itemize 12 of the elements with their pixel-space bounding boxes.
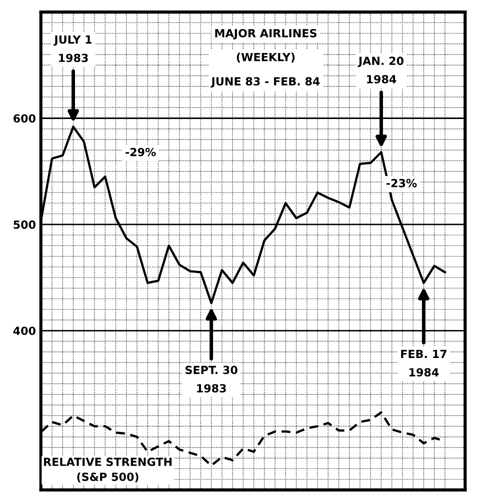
annotation: JULY 1 1983 [54,35,92,62]
annotation: -29% [126,148,156,156]
annotation: SEPT. 30 1983 [186,366,238,392]
y-tick-label: 400 [13,326,36,336]
series-label: RELATIVE STRENGTH (S&P 500) [44,458,172,482]
y-tick-label: 600 [14,114,36,123]
y-tick-label: 500 [14,220,36,229]
annotation: FEB. 17 1984 [401,350,446,376]
text: (WEEKLY) JUNE 83 - FEB. 84 [210,52,320,88]
annotation: JAN. 20 1984 [358,56,404,84]
text: MAJOR AIRLINES [215,28,316,40]
annotation: -23% [386,178,417,188]
